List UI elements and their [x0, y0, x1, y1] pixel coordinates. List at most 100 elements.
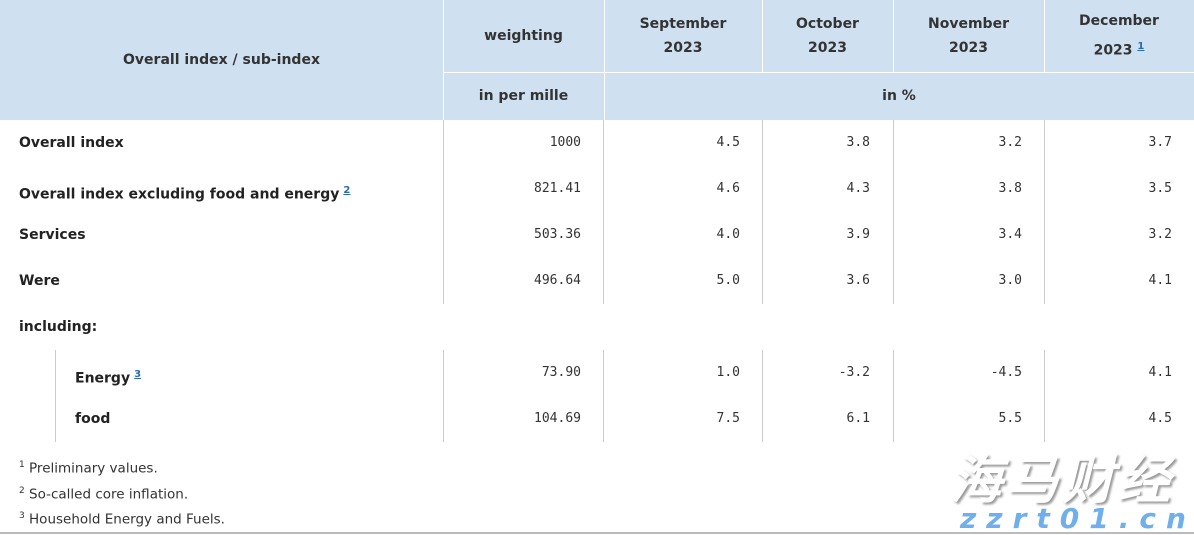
- header-month-dec: December 2023 1: [1044, 0, 1194, 72]
- month: October: [796, 16, 859, 32]
- row-label-text: Overall index: [19, 135, 124, 151]
- row-label: Energy 3: [75, 350, 141, 396]
- month: September: [639, 16, 727, 32]
- footnote-3: 3 Household Energy and Fuels.: [19, 505, 225, 531]
- column-divider: [603, 396, 604, 442]
- column-divider: [893, 166, 894, 212]
- header-percent-unit: in %: [882, 88, 916, 104]
- value-cell: 3.0: [998, 273, 1022, 288]
- weighting-cell: 1000: [549, 135, 581, 150]
- row-label: Were: [19, 258, 60, 304]
- month: November: [928, 16, 1009, 32]
- section-label-row: including:: [0, 304, 1194, 350]
- column-divider: [893, 212, 894, 258]
- table-row: Overall index 1000 4.5 3.8 3.2 3.7: [0, 120, 1194, 166]
- column-divider: [443, 258, 444, 304]
- header-month-sep: September 2023: [604, 0, 762, 72]
- value-cell: 3.2: [1148, 227, 1172, 242]
- column-divider: [893, 396, 894, 442]
- column-divider: [603, 258, 604, 304]
- value-cell: 3.2: [998, 135, 1022, 150]
- header-label-col: Overall index / sub-index: [123, 52, 320, 68]
- value-cell: 1.0: [716, 365, 740, 380]
- column-divider: [603, 350, 604, 396]
- header-weighting: weighting: [484, 28, 563, 44]
- value-cell: 3.9: [846, 227, 870, 242]
- column-divider: [443, 120, 444, 166]
- value-cell: 3.6: [846, 273, 870, 288]
- row-label-text: food: [75, 411, 111, 427]
- value-cell: 3.5: [1148, 181, 1172, 196]
- row-label: Overall index: [19, 120, 124, 166]
- value-cell: 5.0: [716, 273, 740, 288]
- value-cell: 4.5: [1148, 411, 1172, 426]
- weighting-cell: 73.90: [541, 365, 581, 380]
- row-label-text: Services: [19, 227, 86, 243]
- footnote-2: 2 So-called core inflation.: [19, 480, 225, 506]
- column-divider: [443, 212, 444, 258]
- column-divider: [762, 166, 763, 212]
- value-cell: 4.5: [716, 135, 740, 150]
- column-divider: [1044, 166, 1045, 212]
- row-label-text: Overall index excluding food and energy: [19, 186, 340, 203]
- footnote-text: Preliminary values.: [29, 460, 158, 477]
- column-divider: [55, 350, 56, 396]
- value-cell: 3.8: [846, 135, 870, 150]
- value-cell: 4.3: [846, 181, 870, 196]
- row-label: food: [75, 396, 110, 442]
- header-weighting-unit: in per mille: [478, 88, 569, 104]
- column-divider: [55, 396, 56, 442]
- value-cell: 4.1: [1148, 273, 1172, 288]
- column-divider: [1044, 350, 1045, 396]
- weighting-cell: 496.64: [534, 273, 581, 288]
- weighting-cell: 821.41: [534, 181, 581, 196]
- column-divider: [443, 350, 444, 396]
- header-month-oct: October 2023: [762, 0, 893, 72]
- column-divider: [893, 350, 894, 396]
- column-divider: [603, 166, 604, 212]
- footnote-1: 1 Preliminary values.: [19, 454, 225, 480]
- month: December: [1079, 13, 1159, 30]
- column-divider: [762, 258, 763, 304]
- header-month-nov: November 2023: [893, 0, 1044, 72]
- column-divider: [893, 258, 894, 304]
- table-row: Energy 3 73.90 1.0 -3.2 -4.5 4.1: [0, 350, 1194, 396]
- table-row: Services 503.36 4.0 3.9 3.4 3.2: [0, 212, 1194, 258]
- year: 2023: [949, 40, 988, 56]
- row-label-text: including:: [19, 319, 98, 335]
- value-cell: 4.0: [716, 227, 740, 242]
- year: 2023: [663, 40, 703, 56]
- row-label: Services: [19, 212, 86, 258]
- footnote-link[interactable]: 2: [343, 185, 351, 196]
- row-label-text: Were: [19, 273, 60, 289]
- footnote-link[interactable]: 3: [134, 369, 142, 380]
- footnote-num: 2: [19, 485, 25, 496]
- footnote-link[interactable]: 1: [1137, 41, 1145, 53]
- row-label-text: Energy: [75, 370, 131, 387]
- column-divider: [603, 120, 604, 166]
- weighting-cell: 104.69: [534, 411, 581, 426]
- column-divider: [1044, 212, 1045, 258]
- value-cell: 3.7: [1148, 135, 1172, 150]
- footnote-text: So-called core inflation.: [29, 486, 189, 502]
- footnotes: 1 Preliminary values. 2 So-called core i…: [19, 454, 225, 531]
- row-label: including:: [19, 304, 97, 350]
- row-label: Overall index excluding food and energy …: [19, 166, 350, 212]
- watermark-logo: 海马财经: [950, 451, 1175, 511]
- value-cell: 3.4: [998, 227, 1022, 242]
- column-divider: [893, 120, 894, 166]
- table-row: food 104.69 7.5 6.1 5.5 4.5: [0, 396, 1194, 442]
- value-cell: -3.2: [838, 365, 870, 380]
- column-divider: [1044, 258, 1045, 304]
- value-cell: 6.1: [846, 411, 870, 426]
- column-divider: [603, 212, 604, 258]
- column-divider: [762, 396, 763, 442]
- footnote-num: 3: [19, 511, 25, 521]
- value-cell: -4.5: [990, 365, 1022, 380]
- footnote-text: Household Energy and Fuels.: [29, 511, 225, 528]
- table-row: Overall index excluding food and energy …: [0, 166, 1194, 212]
- column-divider: [762, 120, 763, 166]
- column-divider: [443, 396, 444, 442]
- bottom-divider: [0, 532, 1194, 534]
- value-cell: 3.8: [998, 181, 1022, 196]
